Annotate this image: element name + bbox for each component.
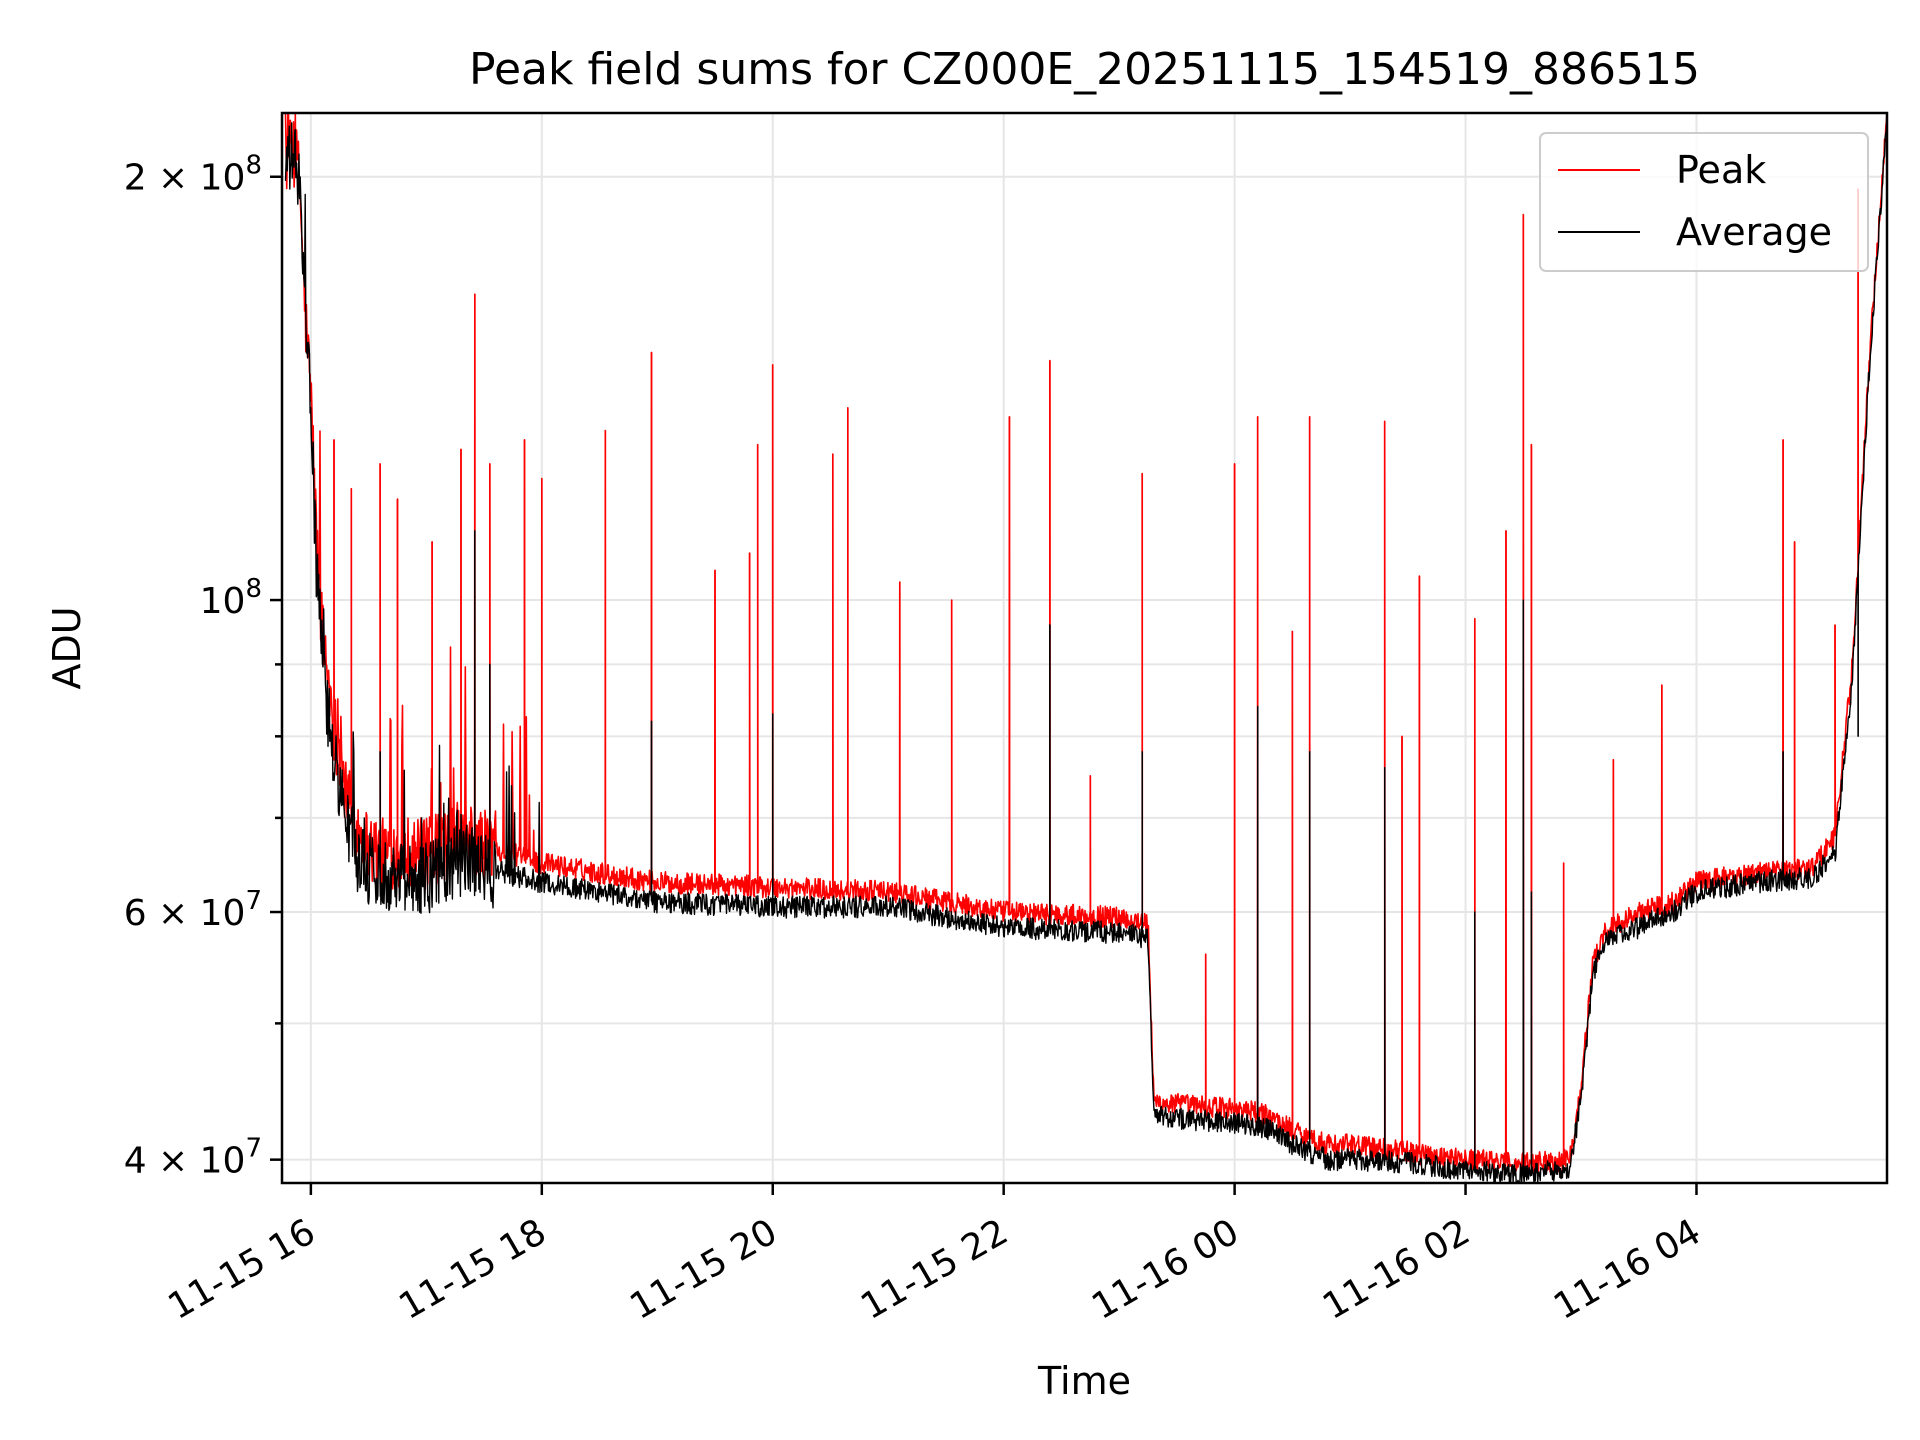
y-tick-exponent: 7 (245, 886, 262, 916)
series-layer (284, 113, 1887, 1183)
y-tick-label: 108 (200, 574, 262, 622)
y-tick-exponent: 8 (245, 151, 262, 181)
legend-label-peak: Peak (1676, 148, 1766, 192)
plot-frame (280, 111, 1889, 1185)
y-tick-mantissa: 4 (124, 1141, 147, 1182)
y-tick-label: 2 × 108 (124, 151, 262, 199)
y-tick-times: × 10 (147, 1141, 246, 1182)
legend-label-average: Average (1676, 210, 1832, 254)
y-tick-mantissa: 2 (124, 158, 147, 199)
y-tick-exponent: 7 (245, 1134, 262, 1164)
y-tick-exponent: 8 (245, 574, 262, 604)
x-axis-label: Time (1037, 1359, 1131, 1403)
chart-title: Peak field sums for CZ000E_20251115_1545… (469, 44, 1700, 95)
y-tick-times: × 10 (147, 893, 246, 934)
y-tick-times: × 10 (147, 158, 246, 199)
y-tick-label: 4 × 107 (124, 1134, 262, 1182)
series-line-peak (284, 113, 1887, 1174)
legend-box (1539, 132, 1869, 272)
y-axis-label: ADU (45, 606, 89, 689)
series-line-average (284, 113, 1887, 1183)
y-tick-label: 6 × 107 (124, 886, 262, 934)
y-tick-mantissa: 6 (124, 893, 147, 934)
legend: Peak Average (1539, 132, 1869, 272)
y-tick-base: 10 (200, 581, 246, 622)
